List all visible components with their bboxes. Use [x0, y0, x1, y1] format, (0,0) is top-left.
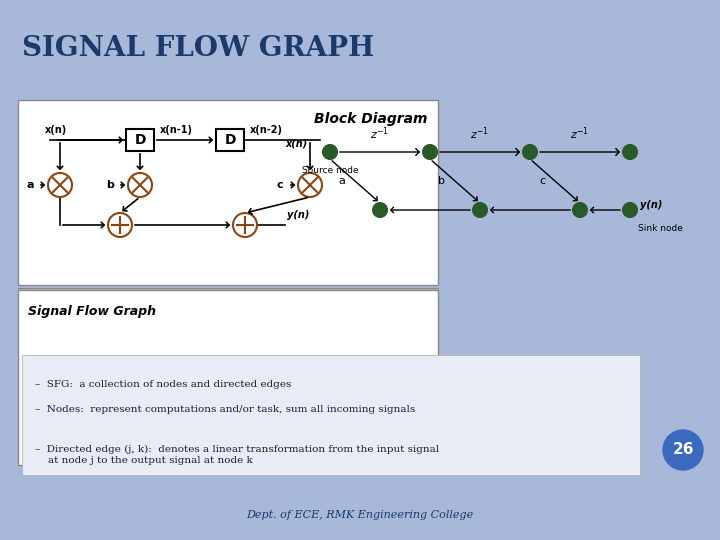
Text: y(n): y(n) [640, 200, 662, 210]
Text: $z^{-1}$: $z^{-1}$ [370, 125, 390, 142]
Circle shape [423, 145, 437, 159]
Text: a: a [26, 180, 34, 190]
Text: x(n-2): x(n-2) [250, 125, 283, 135]
Circle shape [323, 145, 337, 159]
Text: D: D [134, 133, 145, 147]
Text: 26: 26 [672, 442, 694, 457]
Text: Block Diagram: Block Diagram [315, 112, 428, 126]
Circle shape [573, 203, 587, 217]
Text: –  SFG:  a collection of nodes and directed edges: – SFG: a collection of nodes and directe… [35, 380, 292, 389]
Text: $z^{-1}$: $z^{-1}$ [470, 125, 490, 142]
Text: x(n): x(n) [45, 125, 67, 135]
Circle shape [623, 145, 637, 159]
Text: b: b [106, 180, 114, 190]
Circle shape [663, 430, 703, 470]
Circle shape [373, 203, 387, 217]
FancyBboxPatch shape [216, 129, 244, 151]
FancyBboxPatch shape [126, 129, 154, 151]
Text: x(n): x(n) [286, 139, 308, 149]
Text: a: a [338, 176, 345, 186]
Circle shape [473, 203, 487, 217]
FancyBboxPatch shape [22, 355, 640, 475]
Text: x(n-1): x(n-1) [160, 125, 193, 135]
FancyBboxPatch shape [18, 290, 438, 465]
Text: Dept. of ECE, RMK Engineering College: Dept. of ECE, RMK Engineering College [246, 510, 474, 520]
Text: Source node: Source node [302, 166, 359, 175]
Text: Signal Flow Graph: Signal Flow Graph [28, 305, 156, 318]
Circle shape [623, 203, 637, 217]
Text: b: b [438, 176, 445, 186]
Text: Sink node: Sink node [638, 224, 683, 233]
Text: y(n): y(n) [287, 210, 310, 220]
Circle shape [523, 145, 537, 159]
Text: c: c [276, 180, 283, 190]
Text: D: D [224, 133, 235, 147]
Text: c: c [539, 176, 545, 186]
Text: $z^{-1}$: $z^{-1}$ [570, 125, 590, 142]
FancyBboxPatch shape [18, 100, 438, 285]
Text: –  Directed edge (j, k):  denotes a linear transformation from the input signal
: – Directed edge (j, k): denotes a linear… [35, 445, 439, 464]
Text: –  Nodes:  represent computations and/or task, sum all incoming signals: – Nodes: represent computations and/or t… [35, 405, 415, 414]
Text: SIGNAL FLOW GRAPH: SIGNAL FLOW GRAPH [22, 35, 374, 62]
